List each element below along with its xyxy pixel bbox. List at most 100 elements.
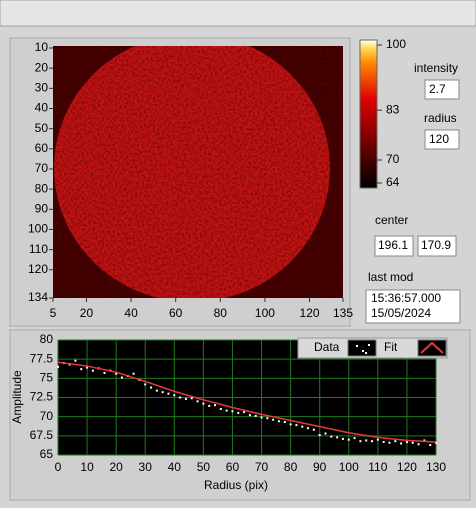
data-point (115, 372, 118, 375)
center-y-box[interactable] (417, 235, 457, 257)
data-point (353, 437, 356, 440)
data-point (423, 439, 426, 442)
fit-line (57, 361, 437, 443)
data-point (68, 363, 71, 366)
y-tick-label: 70 (35, 161, 49, 175)
data-point (80, 368, 83, 371)
x-tick-label: 20 (109, 460, 123, 474)
toolbar (0, 0, 476, 27)
data-point (301, 425, 304, 428)
y-tick-label: 65 (40, 447, 54, 461)
data-point (190, 397, 193, 400)
data-point (219, 408, 222, 410)
y-tick-label: 10 (35, 40, 49, 54)
x-tick-label: 5 (50, 306, 57, 320)
x-axis-title: Radius (pix) (204, 478, 268, 492)
x-tick-label: 120 (397, 460, 417, 474)
y-axis-title: Amplitude (10, 370, 24, 424)
data-point (184, 398, 187, 401)
data-point (86, 366, 89, 369)
y-tick-label: 80 (35, 181, 49, 195)
colorbar (359, 39, 378, 189)
data-point (394, 440, 397, 443)
data-point (248, 414, 251, 417)
data-point (208, 404, 211, 407)
data-point (150, 386, 153, 389)
data-point (57, 365, 59, 368)
x-tick-label: 50 (197, 460, 211, 474)
x-tick-label: 60 (169, 306, 183, 320)
x-tick-label: 135 (333, 306, 353, 320)
intensity-image (53, 46, 343, 298)
data-point (272, 418, 275, 421)
data-point (330, 435, 333, 438)
data-point (155, 389, 158, 392)
data-point (405, 440, 408, 443)
legend-label[interactable]: Fit (384, 340, 398, 354)
data-point (167, 392, 170, 395)
label: center (375, 213, 408, 227)
data-point (429, 444, 432, 447)
data-point (289, 423, 292, 426)
value: 15/05/2024 (371, 306, 431, 320)
data-point (435, 441, 437, 444)
data-point (173, 394, 176, 397)
y-tick-label: 20 (35, 60, 49, 74)
data-point (312, 428, 315, 431)
legend-swatch[interactable] (347, 339, 377, 357)
x-tick-label: 10 (80, 460, 94, 474)
colorbar-tick-label: 100 (386, 37, 406, 51)
center-x-box[interactable] (374, 235, 414, 257)
data-point (179, 396, 182, 399)
value: 196.1 (378, 238, 408, 252)
data-point (365, 439, 368, 442)
data-point (277, 420, 280, 423)
legend-dot (368, 344, 370, 346)
y-tick-label: 30 (35, 81, 49, 95)
data-point (214, 404, 217, 407)
colorbar-tick-label: 64 (386, 175, 400, 189)
legend-swatch[interactable] (417, 339, 447, 357)
data-point (161, 391, 164, 394)
x-tick-label: 70 (255, 460, 269, 474)
value: 170.9 (421, 238, 451, 252)
data-point (120, 376, 123, 379)
data-point (307, 427, 310, 430)
y-tick-label: 70 (40, 409, 54, 423)
data-point (231, 410, 234, 413)
label: intensity (414, 61, 458, 75)
y-tick-label: 60 (35, 141, 49, 155)
x-tick-label: 90 (313, 460, 327, 474)
data-point (237, 411, 240, 414)
radius-box[interactable] (424, 129, 460, 150)
data-point (382, 440, 385, 443)
x-tick-label: 0 (55, 460, 62, 474)
data-point (376, 438, 379, 441)
x-tick-label: 130 (426, 460, 446, 474)
y-tick-label: 40 (35, 101, 49, 115)
y-tick-label: 110 (29, 242, 48, 256)
data-point (74, 359, 77, 362)
y-tick-label: 72.5 (30, 390, 54, 404)
data-point (260, 416, 263, 419)
x-tick-label: 100 (339, 460, 359, 474)
legend-label[interactable]: Data (314, 340, 340, 354)
value: 120 (429, 132, 449, 146)
y-tick-label: 100 (28, 222, 48, 236)
data-point (254, 414, 257, 417)
y-tick-label: 77.5 (30, 351, 54, 365)
intensity-box[interactable] (424, 79, 460, 100)
legend-dot (365, 352, 367, 354)
x-tick-label: 40 (168, 460, 182, 474)
data-point (324, 432, 327, 435)
x-tick-label: 40 (124, 306, 138, 320)
data-point (103, 371, 106, 374)
x-tick-label: 100 (255, 306, 275, 320)
data-point (295, 424, 298, 427)
value: 2.7 (429, 82, 446, 96)
data-point (132, 372, 135, 375)
data-point (196, 400, 199, 403)
data-point (318, 434, 321, 437)
